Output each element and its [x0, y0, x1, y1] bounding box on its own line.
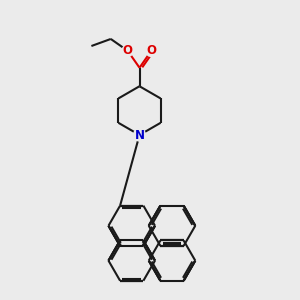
Text: O: O: [146, 44, 156, 57]
Circle shape: [134, 129, 146, 141]
Circle shape: [122, 45, 133, 56]
Circle shape: [146, 45, 157, 56]
Text: O: O: [123, 44, 133, 57]
Text: N: N: [134, 128, 145, 142]
